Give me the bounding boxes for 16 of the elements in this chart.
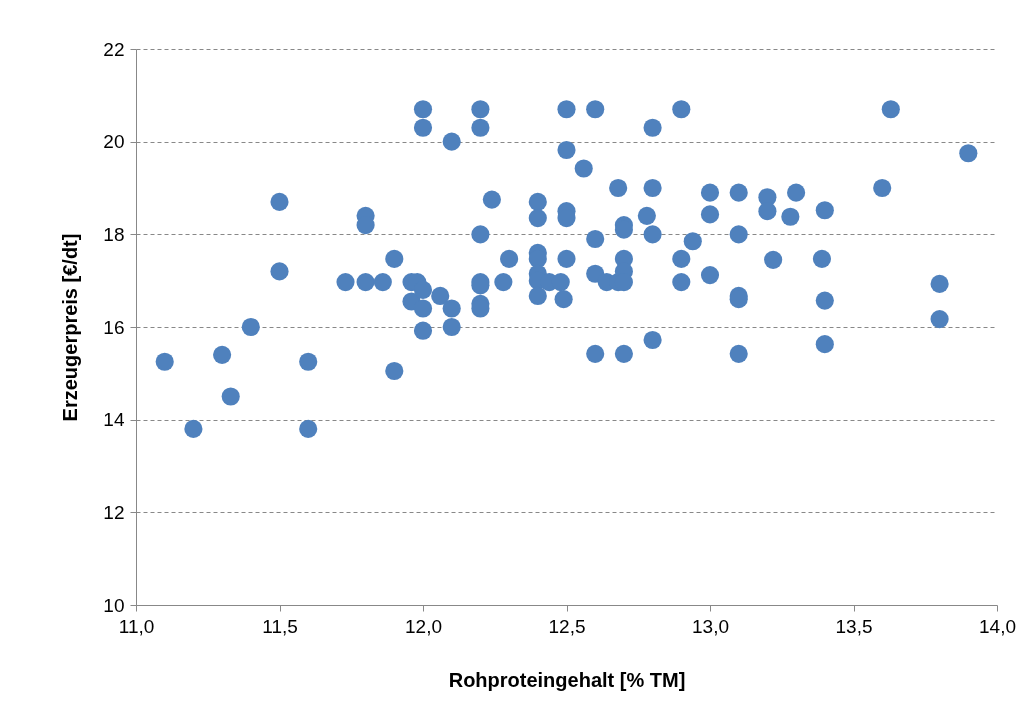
x-axis-title: Rohproteingehalt [% TM] [448, 668, 686, 691]
y-tick-label: 16 [103, 316, 125, 338]
y-tick-label: 14 [103, 409, 125, 431]
x-tick-label: 12,0 [405, 615, 442, 637]
y-tick-label: 12 [103, 501, 125, 523]
y-tick-label: 10 [103, 594, 125, 616]
x-tick-label: 11,5 [262, 615, 298, 637]
x-tick-label: 13,5 [835, 615, 873, 637]
x-tick-label: 13,0 [692, 615, 729, 637]
y-axis-title: Erzeugerpreis [€/dt] [59, 233, 82, 422]
y-tick-label: 22 [103, 38, 125, 60]
x-tick-label: 12,5 [548, 615, 586, 637]
x-tick-label: 11,0 [118, 615, 155, 637]
y-tick-label: 18 [103, 223, 125, 245]
y-tick-label: 20 [103, 131, 125, 153]
x-tick-label: 14,0 [979, 615, 1016, 637]
